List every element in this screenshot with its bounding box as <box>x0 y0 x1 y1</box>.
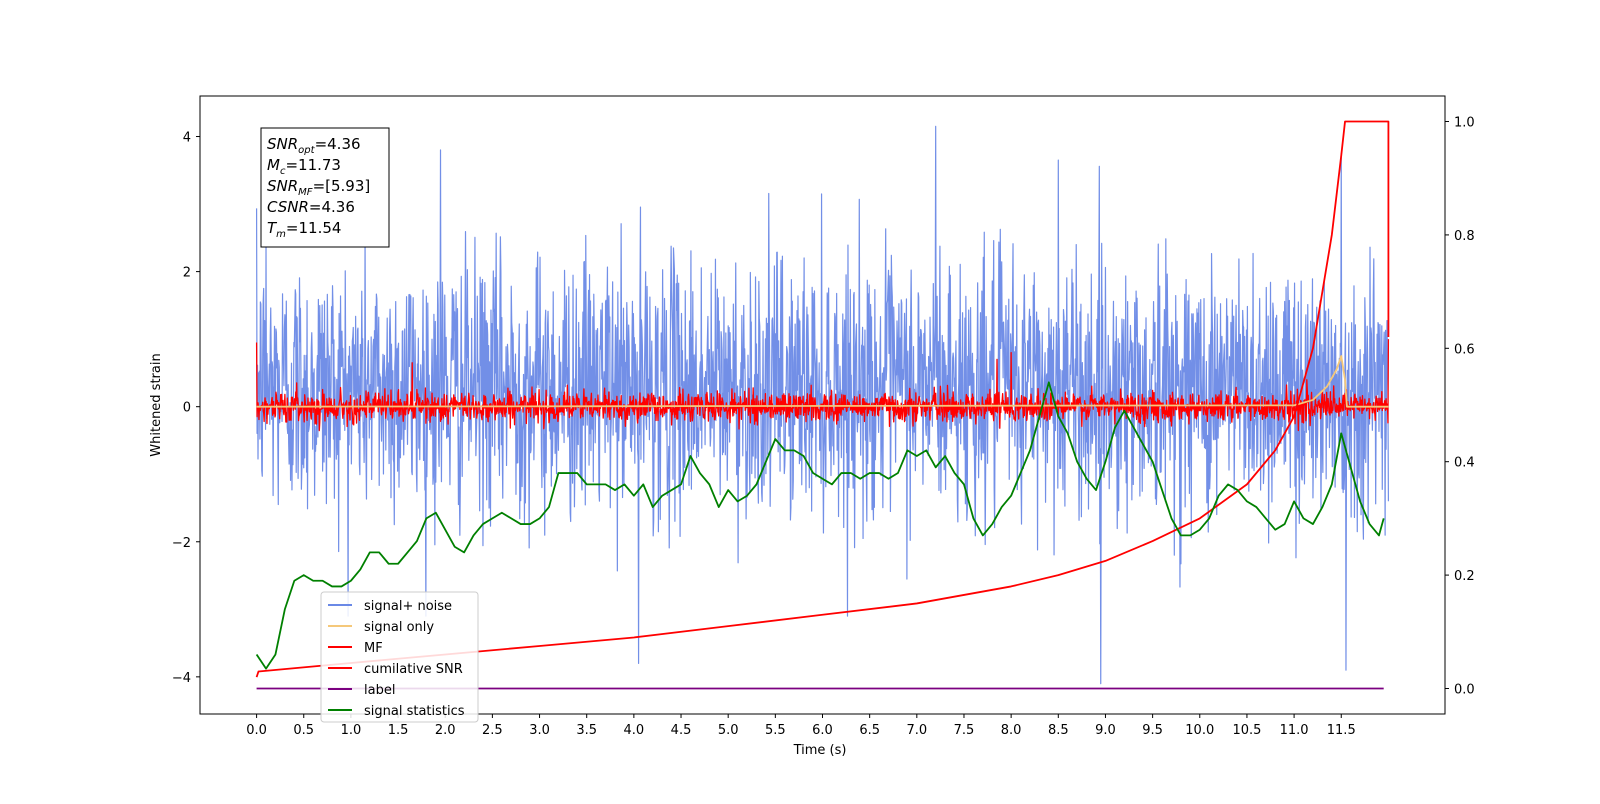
x-tick-label: 6.5 <box>859 723 880 738</box>
x-axis-label: Time (s) <box>793 743 847 758</box>
legend-label: signal only <box>364 620 434 635</box>
x-tick-label: 10.5 <box>1232 723 1261 738</box>
y2-tick-label: 0.6 <box>1454 342 1475 357</box>
y-tick-label: 0 <box>183 401 191 416</box>
y-tick-label: −2 <box>172 536 191 551</box>
x-tick-label: 5.0 <box>718 723 739 738</box>
x-tick-label: 10.0 <box>1185 723 1214 738</box>
x-tick-label: 11.5 <box>1327 723 1356 738</box>
y-axis-label: Whitened strain <box>149 353 164 456</box>
x-tick-label: 6.0 <box>812 723 833 738</box>
x-axis: 0.0 0.5 1.0 1.5 2.0 2.5 3.0 3.5 4.0 4.5 5.0 5.5 6.0 6… <box>246 714 1356 738</box>
y-axis-left: −4 −2 0 2 4 <box>172 131 200 686</box>
x-tick-label: 8.5 <box>1048 723 1069 738</box>
x-tick-label: 4.0 <box>624 723 645 738</box>
series-line-mf <box>255 339 1390 432</box>
x-tick-label: 8.0 <box>1001 723 1022 738</box>
y-tick-label: 2 <box>183 266 191 281</box>
x-tick-label: 11.0 <box>1280 723 1309 738</box>
series-line-signal-statistics <box>255 381 1385 670</box>
y2-tick-label: 1.0 <box>1454 116 1475 131</box>
stats-box: SNRopt=4.36Mc=11.73SNRMF=[5.93]CSNR=4.36… <box>260 127 390 248</box>
stats-line: SNRopt=4.36 <box>267 135 361 156</box>
y2-tick-label: 0.2 <box>1454 569 1475 584</box>
y-tick-label: −4 <box>172 671 191 686</box>
x-tick-label: 7.5 <box>954 723 975 738</box>
legend-label: signal+ noise <box>364 599 452 614</box>
y2-tick-label: 0.4 <box>1454 456 1475 471</box>
stats-line: Tm=11.54 <box>267 219 341 240</box>
y-axis-right: 0.0 0.2 0.4 0.6 0.8 1.0 <box>1445 116 1475 697</box>
legend-label: signal statistics <box>364 704 465 719</box>
x-tick-label: 9.0 <box>1095 723 1116 738</box>
x-tick-label: 7.0 <box>906 723 927 738</box>
series-line-cumilative-snr <box>255 120 1390 678</box>
legend: signal+ noise signal only MF cumilative SNR… <box>320 591 479 723</box>
legend-label: MF <box>364 641 383 656</box>
x-tick-label: 1.5 <box>388 723 409 738</box>
legend-label: cumilative SNR <box>364 662 463 677</box>
x-tick-label: 0.5 <box>293 723 314 738</box>
stats-line: Mc=11.73 <box>267 156 341 177</box>
x-tick-label: 5.5 <box>765 723 786 738</box>
legend-frame <box>320 591 479 723</box>
x-tick-label: 4.5 <box>671 723 692 738</box>
stats-box-frame <box>260 127 390 248</box>
series-line-signal-only <box>256 355 1389 408</box>
x-tick-label: 2.5 <box>482 723 503 738</box>
x-tick-label: 2.0 <box>435 723 456 738</box>
x-tick-label: 3.5 <box>576 723 597 738</box>
x-tick-label: 3.0 <box>529 723 550 738</box>
x-tick-label: 0.0 <box>246 723 267 738</box>
y2-tick-label: 0.0 <box>1454 682 1475 697</box>
x-tick-label: 9.5 <box>1142 723 1163 738</box>
legend-label: label <box>364 683 395 698</box>
y2-tick-label: 0.8 <box>1454 229 1475 244</box>
stats-line: SNRMF=[5.93] <box>267 177 370 198</box>
series-layer <box>255 120 1390 690</box>
x-tick-label: 1.0 <box>341 723 362 738</box>
y-tick-label: 4 <box>183 131 191 146</box>
stats-line: CSNR=4.36 <box>267 198 355 216</box>
